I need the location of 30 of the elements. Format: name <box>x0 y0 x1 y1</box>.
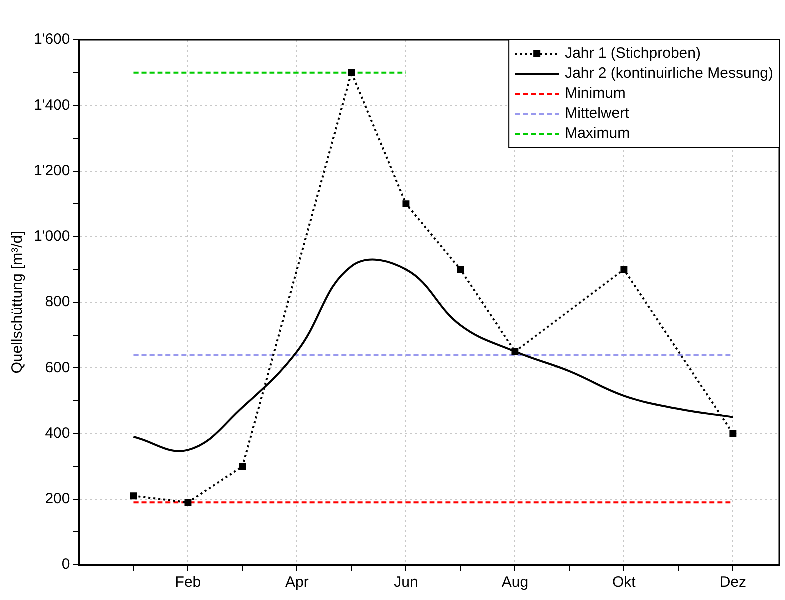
point <box>512 348 519 356</box>
x-tick-label: Apr <box>286 574 309 592</box>
legend-label: Maximum <box>565 125 630 142</box>
legend-label: Mittelwert <box>565 105 630 122</box>
point <box>184 499 192 506</box>
point <box>239 463 246 470</box>
point <box>130 492 138 500</box>
x-tick-label: Jun <box>394 574 418 592</box>
y-tick-label: 200 <box>45 490 70 508</box>
x-tick-label: Dez <box>720 574 747 592</box>
y-tick-label: 1'200 <box>34 162 70 180</box>
y-tick-label: 600 <box>45 359 70 376</box>
legend-label: Jahr 2 (kontinuirliche Messung) <box>565 65 774 82</box>
point <box>730 430 737 438</box>
point <box>620 266 628 274</box>
legend-label: Minimum <box>565 85 626 102</box>
point <box>348 69 356 76</box>
x-tick-label: Aug <box>502 574 529 592</box>
y-tick-label: 800 <box>45 294 70 311</box>
x-tick-label: Okt <box>612 574 637 592</box>
y-axis-title: Quellschüttung [m³/d] <box>9 231 26 374</box>
y-tick-label: 1'000 <box>34 228 70 246</box>
y-tick-label: 0 <box>62 556 70 574</box>
y-tick-label: 1'400 <box>34 96 70 114</box>
point <box>457 266 464 274</box>
legend-label: Jahr 1 (Stichproben) <box>565 45 701 62</box>
x-tick-label: Feb <box>175 574 202 592</box>
point <box>402 200 410 208</box>
y-tick-label: 400 <box>45 424 70 442</box>
y-tick-label: 1'600 <box>34 31 70 48</box>
